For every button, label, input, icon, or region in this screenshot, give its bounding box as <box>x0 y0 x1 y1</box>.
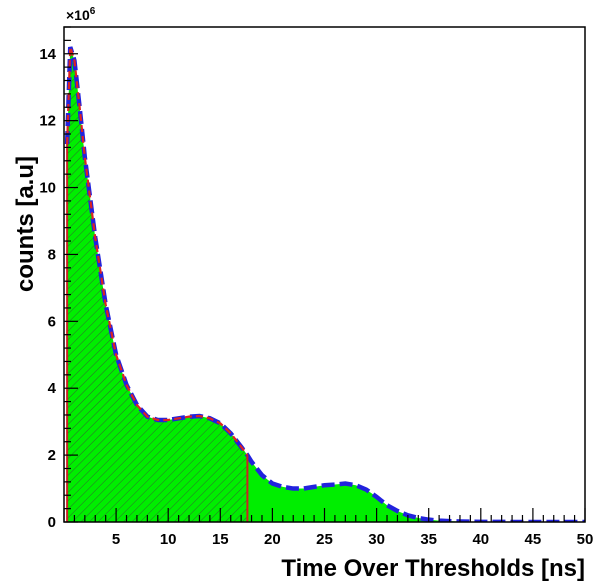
y-multiplier: ×106 <box>66 6 96 23</box>
selected-region-curve <box>66 46 249 456</box>
y-tick-label: 6 <box>48 313 56 330</box>
x-tick-label: 50 <box>577 531 594 548</box>
y-tick-label: 8 <box>48 246 56 263</box>
y-tick-label: 10 <box>39 180 56 197</box>
y-tick-label: 12 <box>39 113 56 130</box>
x-tick-label: 15 <box>212 531 229 548</box>
y-axis-title: counts [a.u] <box>12 156 39 292</box>
y-tick-label: 0 <box>48 514 56 531</box>
x-tick-label: 25 <box>316 531 333 548</box>
y-tick-label: 2 <box>48 447 56 464</box>
x-tick-label: 20 <box>264 531 281 548</box>
y-tick-label: 14 <box>39 46 56 63</box>
x-tick-label: 45 <box>525 531 542 548</box>
y-tick-label: 4 <box>48 380 57 397</box>
x-tick-label: 40 <box>472 531 489 548</box>
x-tick-label: 30 <box>368 531 385 548</box>
x-axis-title: Time Over Thresholds [ns] <box>281 555 585 582</box>
x-tick-label: 5 <box>112 531 120 548</box>
x-tick-label: 10 <box>160 531 177 548</box>
x-tick-label: 35 <box>420 531 437 548</box>
selected-region-hatch <box>67 47 248 522</box>
